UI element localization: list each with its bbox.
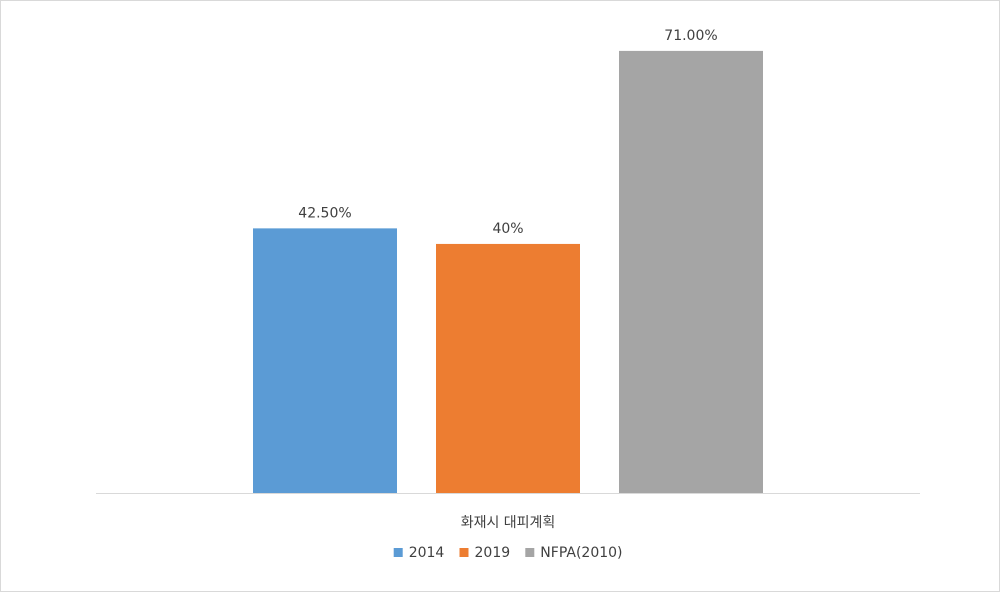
legend-item-nfpa-2010: NFPA(2010) <box>525 545 623 561</box>
bar-nfpa-2010 <box>619 50 763 493</box>
bar-2014 <box>253 228 397 493</box>
bar-2019 <box>436 243 580 493</box>
bars-group <box>253 50 763 493</box>
legend-item-2014: 2014 <box>393 545 445 561</box>
legend: 2014 2019 NFPA(2010) <box>393 545 623 561</box>
legend-swatch-2019 <box>459 548 469 557</box>
legend-swatch-nfpa-2010 <box>525 548 535 557</box>
data-label-2014: 42.50% <box>298 205 351 221</box>
legend-item-2019: 2019 <box>459 545 511 561</box>
legend-label-2019: 2019 <box>475 545 511 561</box>
data-label-nfpa-2010: 71.00% <box>664 28 717 44</box>
category-label: 화재시 대피계획 <box>461 515 556 531</box>
data-label-2019: 40% <box>492 221 523 237</box>
legend-swatch-2014 <box>393 548 403 557</box>
legend-label-nfpa-2010: NFPA(2010) <box>540 545 622 561</box>
legend-label-2014: 2014 <box>409 545 445 561</box>
data-labels-group: 42.50% 40% 71.00% <box>298 28 717 237</box>
